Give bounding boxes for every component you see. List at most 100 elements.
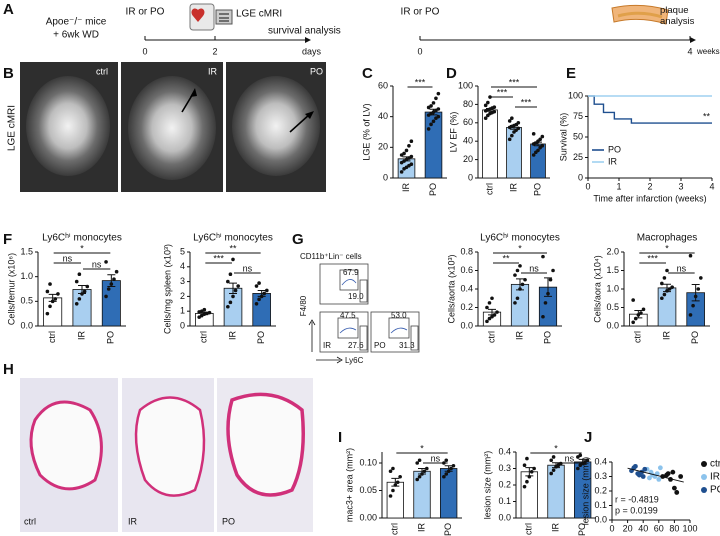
- data-point: [391, 488, 395, 493]
- bar: [101, 280, 121, 327]
- error-bar: [257, 289, 266, 297]
- data-point: [488, 95, 492, 99]
- data-point: [45, 311, 50, 316]
- data-point: [451, 463, 456, 468]
- gate-value: 67.9: [343, 268, 359, 277]
- y-tick-label: 0.4: [498, 446, 511, 456]
- legend-label: IR: [710, 472, 720, 483]
- data-point: [434, 96, 438, 101]
- mri-images: [20, 62, 326, 192]
- data-point: [513, 273, 517, 277]
- bar: [657, 287, 677, 327]
- data-point: [631, 298, 635, 302]
- data-point: [495, 310, 499, 314]
- significance-label: *: [420, 443, 424, 453]
- significance-label: ns: [63, 253, 73, 263]
- error-bar: [418, 468, 426, 475]
- data-point: [691, 303, 695, 308]
- x-tick-label: ctrl: [199, 331, 209, 343]
- bar: [252, 293, 271, 327]
- image-label: PO: [310, 66, 323, 76]
- x-tick-label: 20: [623, 523, 633, 533]
- y-axis-label: mac3+ area (mm²): [344, 448, 354, 522]
- data-point: [409, 162, 414, 166]
- y-tick-label: 0.10: [359, 457, 377, 467]
- data-point: [425, 466, 429, 471]
- scatter-point: [674, 490, 680, 495]
- x-tick-label: PO: [106, 331, 116, 344]
- annotation: r = -0.4819: [615, 494, 659, 504]
- data-point: [667, 287, 672, 291]
- y-axis-label: Cells/mg spleen (x10³): [162, 244, 172, 334]
- timeline-tick-label: 0: [417, 46, 422, 56]
- y-tick-label: 1.0: [20, 271, 33, 281]
- y-tick-label: 50: [573, 131, 583, 141]
- data-point: [688, 313, 693, 317]
- y-tick-label: 0.0: [606, 320, 619, 330]
- data-point: [576, 466, 580, 471]
- data-point: [388, 469, 393, 474]
- y-tick-label: 0.1: [594, 500, 607, 510]
- data-point: [415, 477, 420, 482]
- data-point: [104, 294, 108, 299]
- gate-value: 27.6: [348, 341, 364, 350]
- x-tick-label: ctrl: [486, 331, 496, 343]
- gate-value: 47.5: [340, 311, 356, 320]
- endpoint: plaque analysis: [660, 5, 695, 27]
- legend-label: IR: [608, 156, 618, 166]
- data-point: [429, 122, 433, 127]
- annotation: **: [703, 111, 711, 121]
- x-tick-label: 80: [669, 523, 679, 533]
- x-tick-label: IR: [514, 330, 524, 340]
- data-point: [510, 133, 514, 138]
- significance-label: ns: [92, 259, 102, 269]
- timeline-unit: weeks: [696, 47, 720, 56]
- y-tick-label: 0.2: [498, 479, 511, 489]
- error-bar: [48, 293, 57, 302]
- y-tick-label: 40: [463, 136, 473, 146]
- y-tick-label: 0.2: [594, 485, 607, 495]
- x-tick-label: ctrl: [390, 523, 400, 535]
- chart-title: Ly6Cʰⁱ monocytes: [42, 233, 122, 244]
- data-point: [507, 119, 512, 123]
- y-tick-label: 1.5: [20, 246, 33, 256]
- significance-label: ***: [521, 97, 532, 107]
- timeline-arrow: [690, 37, 696, 43]
- data-point: [77, 297, 82, 301]
- x-tick-label: IR: [227, 330, 237, 340]
- error-bar: [578, 458, 587, 465]
- y-tick-label: 0: [578, 172, 583, 182]
- error-bar: [663, 283, 671, 293]
- bar: [482, 109, 498, 179]
- y-tick-label: 0: [383, 172, 388, 182]
- data-point: [426, 127, 431, 131]
- scatter-point: [640, 474, 646, 479]
- y-tick-label: 100: [458, 80, 473, 90]
- error-bar: [691, 284, 700, 302]
- data-point: [529, 470, 534, 474]
- legend-label: PO: [608, 144, 621, 154]
- y-tick-label: 0.0: [594, 514, 607, 524]
- plot-label: IR: [323, 341, 331, 350]
- data-point: [422, 469, 427, 474]
- data-point: [429, 104, 433, 108]
- data-point: [516, 121, 521, 125]
- data-point: [74, 302, 79, 306]
- data-point: [56, 292, 60, 296]
- data-point: [487, 316, 492, 321]
- data-point: [485, 319, 489, 324]
- data-point: [551, 455, 556, 459]
- data-point: [53, 297, 58, 301]
- x-tick-label: PO: [532, 183, 542, 196]
- panel-letter: B: [3, 65, 14, 82]
- timeline-tick-label: 4: [687, 46, 692, 56]
- data-point: [444, 472, 449, 476]
- side-label: LGE cMRI: [7, 105, 18, 151]
- x-tick-label: ctrl: [47, 331, 57, 343]
- data-point: [660, 281, 664, 286]
- y-tick-label: 0.1: [498, 496, 511, 506]
- y-tick-label: 0.2: [460, 302, 473, 312]
- data-point: [265, 288, 269, 293]
- y-tick-label: 20: [378, 142, 388, 152]
- y-tick-label: 1: [180, 306, 185, 316]
